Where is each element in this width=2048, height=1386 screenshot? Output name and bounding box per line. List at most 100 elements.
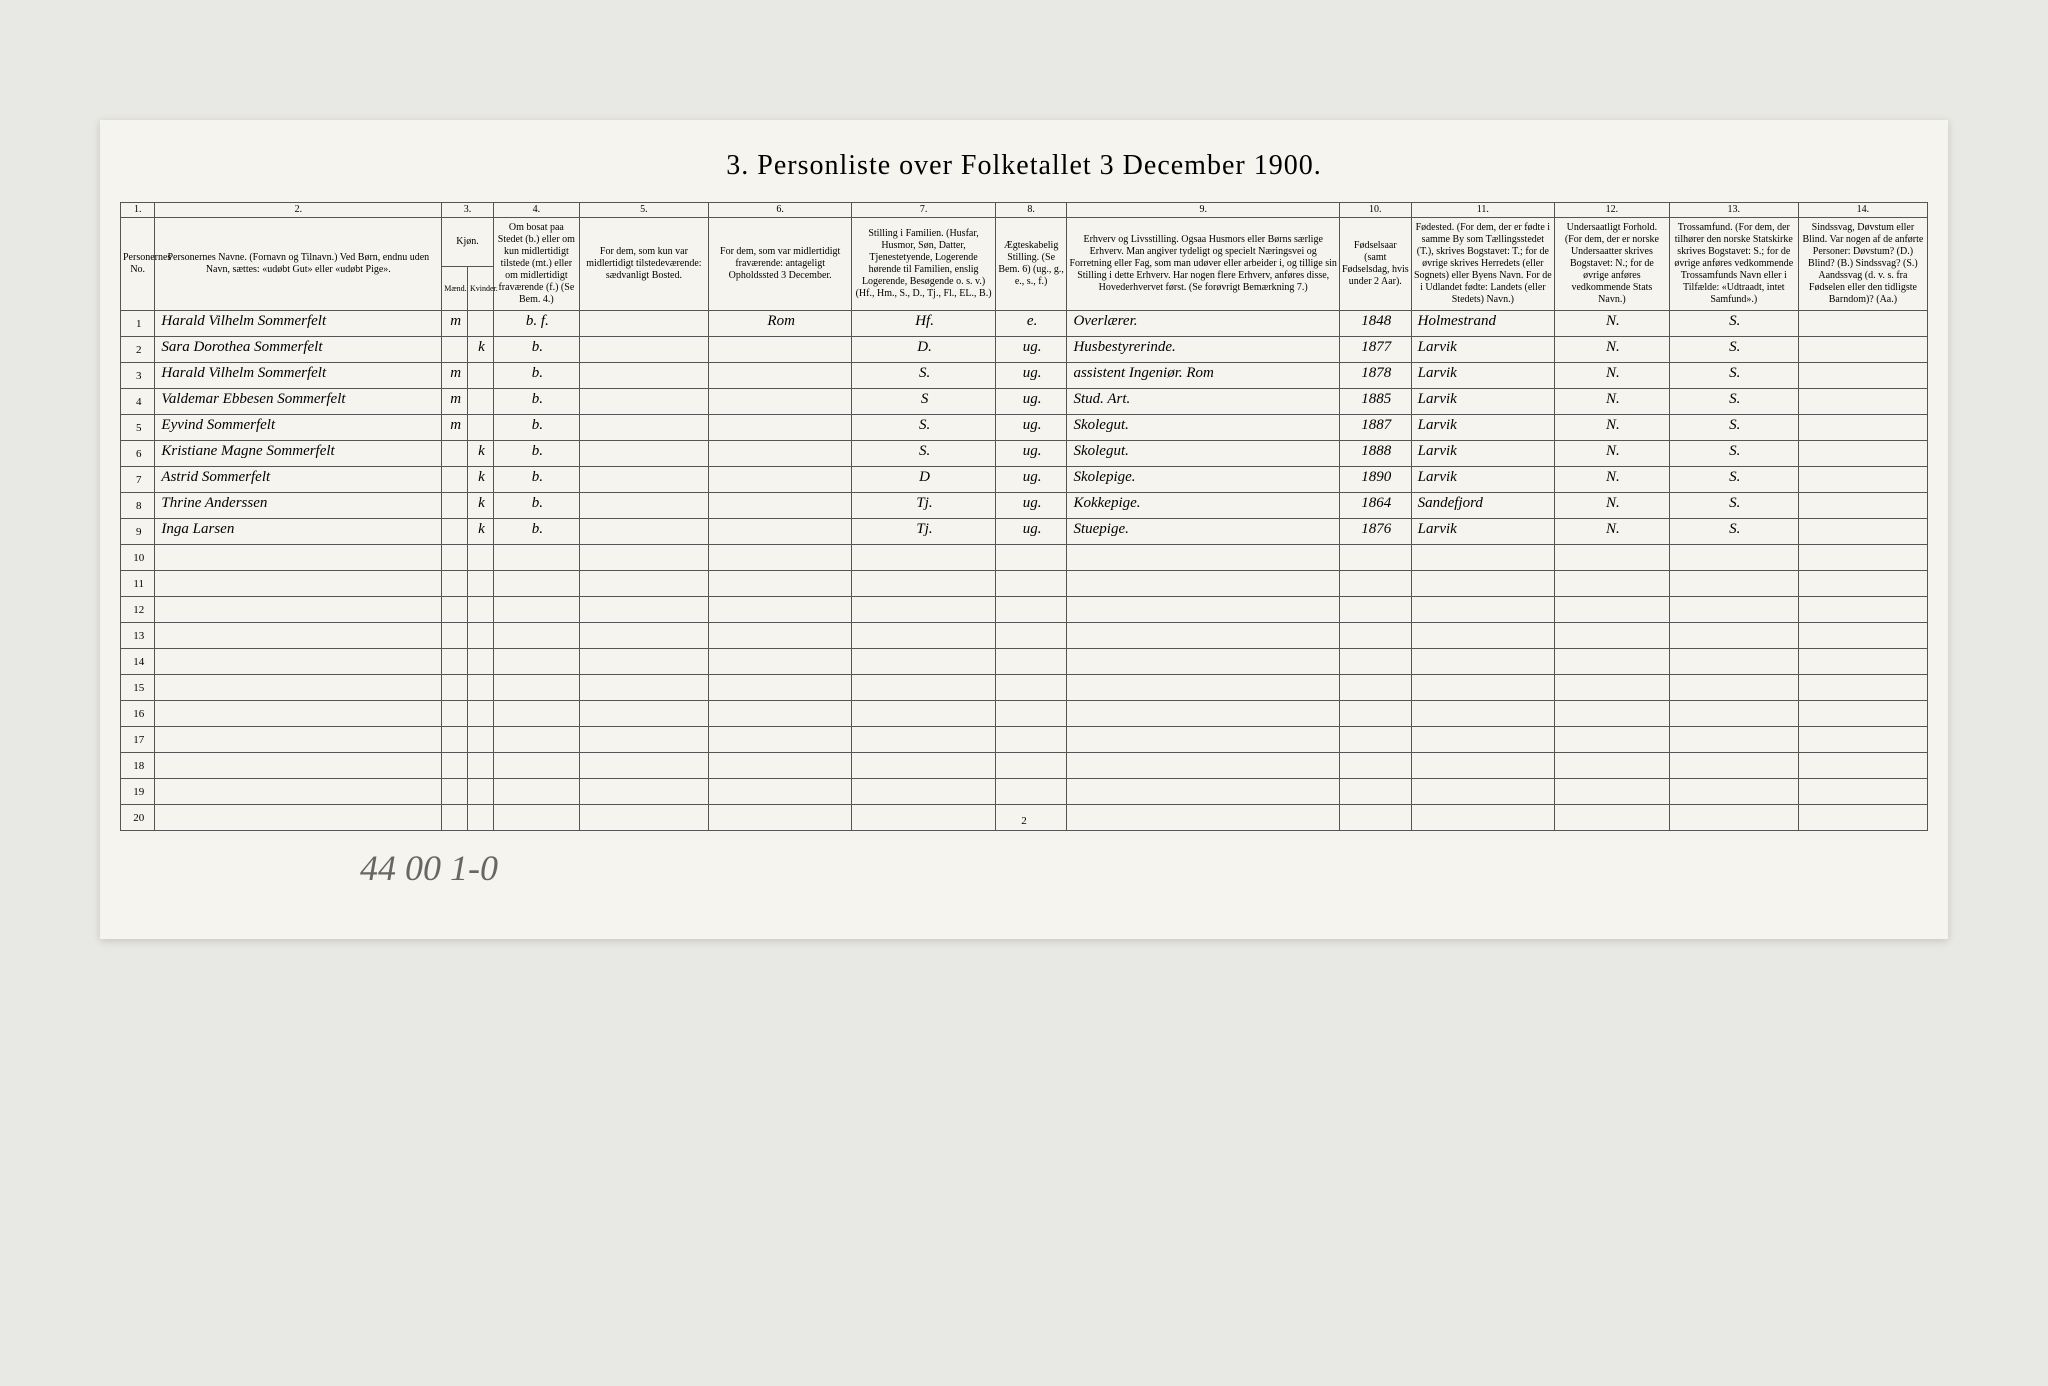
- cell-no: 18: [121, 753, 155, 779]
- colnum-10: 10.: [1339, 203, 1411, 218]
- cell-name: Eyvind Sommerfelt: [155, 415, 442, 441]
- cell-birthplace: Larvik: [1411, 389, 1554, 415]
- table-row-empty: 13: [121, 623, 1928, 649]
- cell-marital: ug.: [995, 337, 1067, 363]
- cell-no: 14: [121, 649, 155, 675]
- header-religion: Trossamfund. (For dem, der tilhører den …: [1669, 218, 1798, 311]
- cell-temp-absent: [708, 493, 851, 519]
- census-document: 3. Personliste over Folketallet 3 Decemb…: [100, 120, 1948, 939]
- cell-birthplace: Holmestrand: [1411, 311, 1554, 337]
- table-row: 5Eyvind Sommerfeltmb.S.ug.Skolegut.1887L…: [121, 415, 1928, 441]
- cell-temp-present: [579, 311, 708, 337]
- cell-no: 6: [121, 441, 155, 467]
- cell-religion: S.: [1669, 493, 1798, 519]
- cell-birthyear: 1848: [1339, 311, 1411, 337]
- table-row: 3Harald Vilhelm Sommerfeltmb.S.ug.assist…: [121, 363, 1928, 389]
- cell-female: [468, 363, 494, 389]
- colnum-3: 3.: [442, 203, 494, 218]
- cell-no: 1: [121, 311, 155, 337]
- cell-temp-absent: Rom: [708, 311, 851, 337]
- cell-marital: ug.: [995, 415, 1067, 441]
- cell-female: k: [468, 519, 494, 545]
- cell-name: Sara Dorothea Sommerfelt: [155, 337, 442, 363]
- cell-family-pos: S.: [852, 363, 995, 389]
- header-disability: Sindssvag, Døvstum eller Blind. Var noge…: [1798, 218, 1927, 311]
- cell-residence: b. f.: [493, 311, 579, 337]
- table-row-empty: 17: [121, 727, 1928, 753]
- colnum-11: 11.: [1411, 203, 1554, 218]
- cell-nationality: N.: [1555, 519, 1670, 545]
- cell-female: [468, 311, 494, 337]
- colnum-9: 9.: [1067, 203, 1339, 218]
- cell-marital: ug.: [995, 519, 1067, 545]
- cell-nationality: N.: [1555, 363, 1670, 389]
- table-header: 1. 2. 3. 4. 5. 6. 7. 8. 9. 10. 11. 12. 1…: [121, 203, 1928, 311]
- cell-residence: b.: [493, 389, 579, 415]
- header-sex: Kjøn.: [442, 218, 494, 267]
- colnum-5: 5.: [579, 203, 708, 218]
- cell-nationality: N.: [1555, 415, 1670, 441]
- cell-occupation: Overlærer.: [1067, 311, 1339, 337]
- cell-temp-absent: [708, 415, 851, 441]
- colnum-2: 2.: [155, 203, 442, 218]
- cell-residence: b.: [493, 415, 579, 441]
- header-female: Kvinder.: [468, 267, 494, 311]
- cell-birthyear: 1887: [1339, 415, 1411, 441]
- cell-birthyear: 1864: [1339, 493, 1411, 519]
- cell-birthyear: 1890: [1339, 467, 1411, 493]
- cell-temp-absent: [708, 363, 851, 389]
- table-row: 1Harald Vilhelm Sommerfeltmb. f.RomHf.e.…: [121, 311, 1928, 337]
- cell-marital: ug.: [995, 363, 1067, 389]
- table-row-empty: 12: [121, 597, 1928, 623]
- cell-temp-present: [579, 363, 708, 389]
- cell-male: [442, 493, 468, 519]
- colnum-1: 1.: [121, 203, 155, 218]
- cell-no: 3: [121, 363, 155, 389]
- cell-temp-present: [579, 337, 708, 363]
- cell-no: 9: [121, 519, 155, 545]
- header-residence: Om bosat paa Stedet (b.) eller om kun mi…: [493, 218, 579, 311]
- cell-no: 10: [121, 545, 155, 571]
- cell-birthyear: 1878: [1339, 363, 1411, 389]
- cell-birthplace: Larvik: [1411, 441, 1554, 467]
- cell-no: 8: [121, 493, 155, 519]
- cell-nationality: N.: [1555, 467, 1670, 493]
- cell-male: m: [442, 363, 468, 389]
- colnum-6: 6.: [708, 203, 851, 218]
- cell-nationality: N.: [1555, 311, 1670, 337]
- cell-occupation: Kokkepige.: [1067, 493, 1339, 519]
- cell-birthplace: Larvik: [1411, 519, 1554, 545]
- header-birthyear: Fødselsaar (samt Fødselsdag, hvis under …: [1339, 218, 1411, 311]
- cell-marital: ug.: [995, 467, 1067, 493]
- cell-name: Harald Vilhelm Sommerfelt: [155, 311, 442, 337]
- cell-female: k: [468, 337, 494, 363]
- cell-temp-present: [579, 389, 708, 415]
- cell-name: Inga Larsen: [155, 519, 442, 545]
- cell-disability: [1798, 441, 1927, 467]
- cell-no: 12: [121, 597, 155, 623]
- table-row-empty: 15: [121, 675, 1928, 701]
- cell-temp-absent: [708, 337, 851, 363]
- table-row: 9Inga Larsenkb.Tj.ug.Stuepige.1876Larvik…: [121, 519, 1928, 545]
- cell-nationality: N.: [1555, 441, 1670, 467]
- cell-temp-present: [579, 519, 708, 545]
- colnum-13: 13.: [1669, 203, 1798, 218]
- cell-birthplace: Larvik: [1411, 415, 1554, 441]
- cell-marital: ug.: [995, 441, 1067, 467]
- cell-no: 19: [121, 779, 155, 805]
- cell-no: 7: [121, 467, 155, 493]
- table-row-empty: 11: [121, 571, 1928, 597]
- colnum-4: 4.: [493, 203, 579, 218]
- cell-name: Kristiane Magne Sommerfelt: [155, 441, 442, 467]
- cell-temp-present: [579, 493, 708, 519]
- cell-family-pos: S: [852, 389, 995, 415]
- cell-disability: [1798, 363, 1927, 389]
- cell-disability: [1798, 337, 1927, 363]
- header-temp-absent: For dem, som var midlertidigt fraværende…: [708, 218, 851, 311]
- cell-marital: ug.: [995, 389, 1067, 415]
- cell-birthyear: 1877: [1339, 337, 1411, 363]
- cell-male: m: [442, 415, 468, 441]
- cell-religion: S.: [1669, 337, 1798, 363]
- cell-religion: S.: [1669, 311, 1798, 337]
- cell-no: 4: [121, 389, 155, 415]
